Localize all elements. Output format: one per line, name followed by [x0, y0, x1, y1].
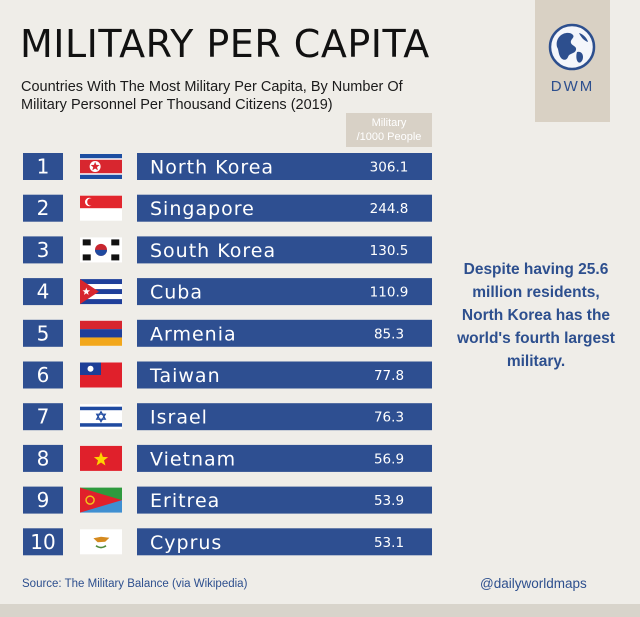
taiwan-flag-icon — [80, 362, 122, 388]
value-label: 306.1 — [370, 160, 409, 176]
country-name: Armenia — [150, 323, 237, 345]
country-name: Israel — [150, 407, 208, 429]
rank-label: 3 — [37, 238, 50, 262]
unit-label-line1: Military — [371, 117, 407, 129]
country-name: Vietnam — [150, 448, 236, 470]
country-bar — [137, 153, 432, 180]
table-row: 8 Vietnam 56.9 — [23, 444, 432, 472]
table-row: 5 Armenia 85.3 — [23, 319, 432, 347]
country-bar — [137, 403, 432, 431]
value-label: 130.5 — [370, 243, 409, 259]
value-label: 76.3 — [374, 410, 404, 426]
ranking-table: 1 North Korea 306.1 2 Singapore 244.8 3 South K… — [23, 153, 432, 556]
rank-label: 6 — [37, 363, 50, 387]
rank-label: 4 — [37, 280, 50, 304]
country-name: Cuba — [150, 282, 203, 304]
table-row: 2 Singapore 244.8 — [23, 194, 432, 222]
rank-label: 5 — [37, 321, 50, 345]
table-row: 10 Cyprus 53.1 — [23, 528, 432, 556]
country-bar — [137, 444, 432, 472]
rank-label: 9 — [37, 488, 50, 512]
page-subtitle: Countries With The Most Military Per Cap… — [21, 79, 403, 113]
rank-label: 8 — [37, 446, 50, 470]
unit-label-line2: /1000 People — [356, 131, 422, 143]
table-row: 3 South Korea 130.5 — [23, 236, 432, 264]
dwm-logo: DWM — [535, 0, 610, 122]
bottom-strip — [0, 604, 640, 617]
rank-label: 2 — [37, 196, 50, 220]
country-bar — [137, 319, 432, 347]
country-bar — [137, 528, 432, 556]
rank-box — [23, 319, 63, 347]
source-text: Source: The Military Balance (via Wikipe… — [22, 578, 248, 590]
cyprus-flag-icon — [80, 529, 122, 555]
table-row: 1 North Korea 306.1 — [23, 153, 432, 180]
vietnam-flag-icon — [80, 445, 122, 471]
country-name: Singapore — [150, 198, 255, 220]
country-bar — [137, 278, 432, 306]
country-name: Eritrea — [150, 490, 220, 512]
value-label: 85.3 — [374, 326, 404, 342]
rank-box — [23, 236, 63, 264]
country-name: Taiwan — [149, 365, 221, 387]
cuba-flag-icon — [80, 279, 122, 305]
country-name: Cyprus — [150, 532, 222, 554]
globe-icon — [548, 23, 596, 71]
rank-box — [23, 444, 63, 472]
rank-label: 10 — [30, 530, 55, 554]
country-bar — [137, 361, 432, 389]
rank-box — [23, 278, 63, 306]
rank-box — [23, 528, 63, 556]
rank-box — [23, 153, 63, 180]
table-row: 4 Cuba 110.9 — [23, 278, 432, 306]
table-row: 7 Israel 76.3 — [23, 403, 432, 431]
page-title: MILITARY PER CAPITA — [20, 22, 430, 66]
value-label: 56.9 — [374, 451, 404, 467]
country-bar — [137, 194, 432, 222]
eritrea-flag-icon — [80, 487, 122, 513]
israel-flag-icon — [80, 404, 122, 430]
value-label: 53.1 — [374, 535, 404, 551]
armenia-flag-icon — [80, 320, 122, 346]
logo-text: DWM — [550, 78, 595, 95]
value-label: 53.9 — [374, 493, 404, 509]
country-name: South Korea — [150, 240, 276, 262]
singapore-flag-icon — [80, 195, 122, 221]
table-row: 9 Eritrea 53.9 — [23, 486, 432, 514]
value-label: 244.8 — [370, 201, 409, 217]
rank-box — [23, 403, 63, 431]
north-korea-flag-icon — [80, 154, 122, 179]
country-bar — [137, 236, 432, 264]
value-label: 77.8 — [374, 368, 404, 384]
rank-box — [23, 194, 63, 222]
rank-box — [23, 486, 63, 514]
rank-label: 1 — [37, 155, 50, 179]
unit-label: Military /1000 People — [346, 113, 432, 147]
country-bar — [137, 486, 432, 514]
rank-box — [23, 361, 63, 389]
country-name: North Korea — [150, 157, 274, 179]
table-row: 6 Taiwan 77.8 — [23, 361, 432, 389]
handle-text: @dailyworldmaps — [480, 576, 587, 591]
south-korea-flag-icon — [80, 237, 122, 263]
value-label: 110.9 — [370, 285, 409, 301]
annotation-text: Despite having 25.6 million residents, N… — [457, 261, 615, 370]
rank-label: 7 — [37, 405, 50, 429]
